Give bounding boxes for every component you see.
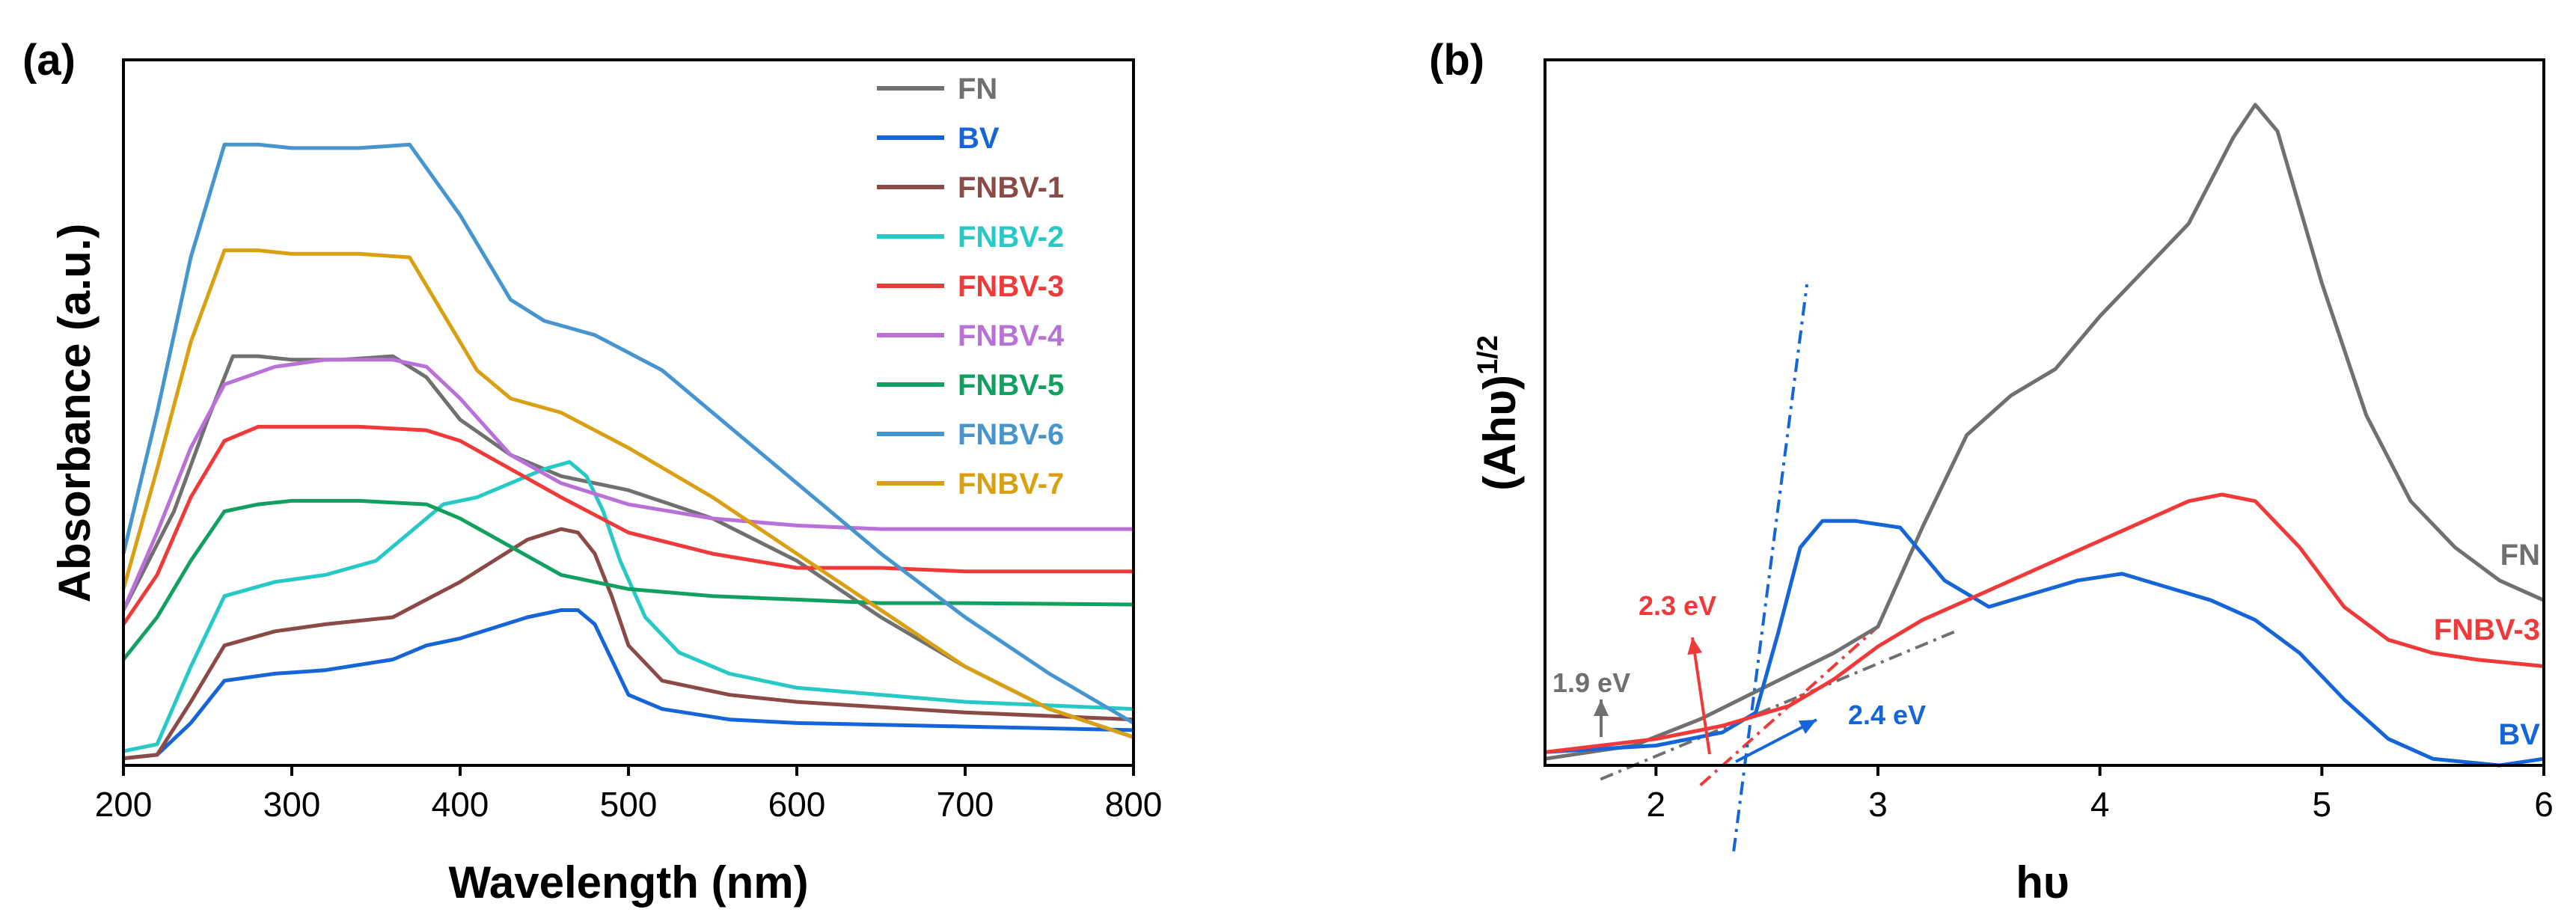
legend-label: FNBV-3 <box>958 270 1064 303</box>
x-tick-label: 600 <box>768 785 826 824</box>
legend-item-fnbv-7: FNBV-7 <box>877 468 1064 501</box>
bandgap-annotation-1-9-ev: 1.9 eV <box>1552 667 1630 737</box>
series-line-fnbv-5 <box>122 498 1134 661</box>
panel-b-annotations: 1.9 eV 2.3 eV 2.4 eV <box>1552 590 1926 763</box>
x-tick-label: 5 <box>2313 785 2332 824</box>
series-line-fnbv-1 <box>123 527 1134 761</box>
x-tick-label: 3 <box>1868 785 1888 824</box>
panel-b-x-ticks: 2 3 4 5 6 <box>1647 765 2554 824</box>
legend-item-fnbv-4: FNBV-4 <box>877 319 1065 352</box>
x-tick-label: 700 <box>937 785 994 824</box>
x-tick-label: 800 <box>1105 785 1163 824</box>
legend-item-bv: BV <box>877 122 1000 155</box>
x-tick-label: 6 <box>2534 785 2554 824</box>
panel-a-label: (a) <box>22 36 76 85</box>
curve-label-fn: FN <box>2500 539 2540 572</box>
x-tick-label: 2 <box>1647 785 1666 824</box>
series-line-bv <box>123 608 1134 761</box>
legend-label: FNBV-2 <box>958 221 1064 254</box>
annotation-arrow-head <box>1798 720 1817 735</box>
panel-a-curves <box>121 142 1135 761</box>
curve-label-fnbv-3: FNBV-3 <box>2434 614 2540 646</box>
panel-b-plot-frame <box>1544 58 2545 767</box>
series-line-fnbv-2 <box>123 460 1134 753</box>
curve-label-bv: BV <box>2498 718 2540 751</box>
legend-label: FN <box>958 73 997 105</box>
annotation-arrow-shaft <box>1691 637 1711 755</box>
series-line-fnbv-3 <box>121 424 1133 625</box>
bandgap-annotation-2-3-ev: 2.3 eV <box>1639 590 1716 755</box>
legend-label: FNBV-6 <box>958 418 1064 451</box>
panel-b-y-axis-title: (Ahυ)1/2 <box>1472 335 1525 491</box>
legend-label: BV <box>958 122 1000 155</box>
panel-b-y-axis-title-group: (Ahυ)1/2 <box>1472 335 1525 491</box>
series-line-fnbv-6 <box>121 142 1135 725</box>
annotation-label: 1.9 eV <box>1552 667 1630 698</box>
x-tick-label: 400 <box>432 785 489 824</box>
annotation-arrow-head <box>1687 637 1703 655</box>
panel-a-y-axis-title: Absorbance (a.u.) <box>49 224 100 603</box>
series-line-bv <box>1544 518 2545 768</box>
panel-a-legend: FN BV FNBV-1 FNBV-2 FNBV-3 FNBV-4 FNBV-5 FNBV-6… <box>877 73 1065 501</box>
panel-a: (a) 200 300 400 500 600 700 800 FN BV FNBV-1 FNBV… <box>22 36 1162 908</box>
fit-line-fn <box>1600 629 1957 781</box>
legend-label: FNBV-7 <box>958 468 1064 501</box>
series-line-fnbv-3 <box>1544 492 2545 754</box>
legend-item-fnbv-1: FNBV-1 <box>877 171 1064 204</box>
panel-a-x-ticks: 200 300 400 500 600 700 800 <box>95 765 1163 824</box>
annotation-arrow-head <box>1594 700 1609 716</box>
bandgap-annotation-2-4-ev: 2.4 eV <box>1735 700 1926 763</box>
panel-b-curves <box>1544 102 2545 768</box>
series-line-fn <box>121 354 1134 739</box>
annotation-label: 2.4 eV <box>1848 700 1926 730</box>
panel-a-plot-frame <box>122 58 1135 767</box>
series-line-fn <box>1544 102 2545 761</box>
legend-item-fnbv-2: FNBV-2 <box>877 221 1064 254</box>
panel-b-curve-labels: FN FNBV-3 BV <box>2434 539 2541 751</box>
annotation-label: 2.3 eV <box>1639 590 1716 621</box>
legend-item-fnbv-5: FNBV-5 <box>877 369 1064 402</box>
panel-a-x-axis-title: Wavelength (nm) <box>448 857 808 908</box>
legend-label: FNBV-5 <box>958 369 1064 402</box>
x-tick-label: 300 <box>263 785 321 824</box>
legend-label: FNBV-1 <box>958 171 1064 204</box>
legend-label: FNBV-4 <box>958 319 1065 352</box>
legend-item-fnbv-6: FNBV-6 <box>877 418 1064 451</box>
legend-item-fn: FN <box>877 73 997 105</box>
series-line-fnbv-7 <box>121 248 1134 739</box>
y-title-exponent: 1/2 <box>1472 335 1504 375</box>
series-line-fnbv-4 <box>121 358 1133 611</box>
x-tick-label: 200 <box>95 785 153 824</box>
panel-b-label: (b) <box>1429 36 1484 85</box>
x-tick-label: 4 <box>2090 785 2110 824</box>
y-title-base: (Ahυ) <box>1475 375 1525 491</box>
legend-item-fnbv-3: FNBV-3 <box>877 270 1064 303</box>
panel-b-x-axis-title: hυ <box>2016 857 2069 908</box>
x-tick-label: 500 <box>600 785 658 824</box>
